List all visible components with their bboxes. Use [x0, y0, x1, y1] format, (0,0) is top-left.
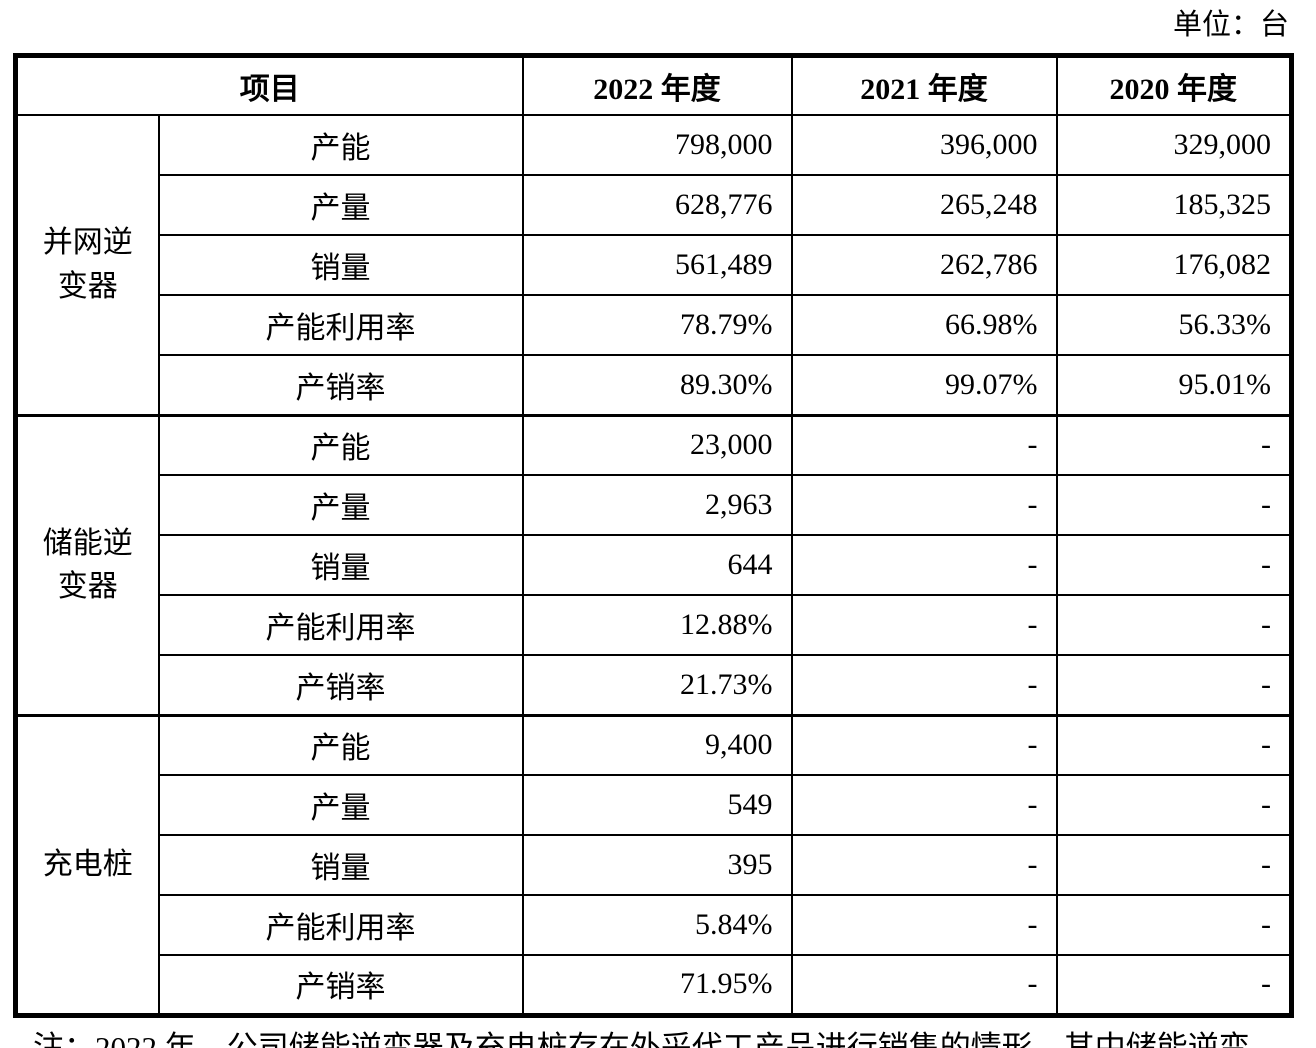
value-cell: -	[1055, 654, 1293, 717]
table-row: 产能利用率 12.88% - -	[16, 594, 1293, 657]
value-cell: -	[1055, 834, 1293, 897]
value-cell: -	[790, 413, 1058, 477]
table-row: 产销率 21.73% - -	[16, 654, 1293, 717]
table-body: 并网逆变器 产能 798,000 396,000 329,000 产量 628,776 265…	[14, 114, 1293, 1017]
header-year-2022: 2022 年度	[521, 54, 793, 117]
table-row: 产量 628,776 265,248 185,325	[16, 174, 1293, 237]
value-cell: -	[790, 834, 1058, 897]
table-header: 项目 2022 年度 2021 年度 2020 年度	[14, 54, 1293, 117]
value-cell: 628,776	[521, 174, 793, 237]
group-label-cell: 并网逆变器	[14, 114, 160, 417]
item-label-cell: 产能	[157, 713, 524, 777]
value-cell: 89.30%	[521, 354, 793, 417]
group-name: 储能逆变器	[42, 526, 133, 604]
value-cell: 185,325	[1055, 174, 1293, 237]
table-row: 销量 395- -	[16, 834, 1293, 897]
value-cell: -	[1055, 534, 1293, 597]
value-cell: -	[790, 474, 1058, 537]
item-label-cell: 产销率	[157, 954, 524, 1017]
value-cell: -	[790, 713, 1058, 777]
value-cell: -	[1055, 954, 1293, 1017]
unit-label: 单位：台	[1172, 9, 1289, 41]
value-cell: 5.84%	[521, 894, 793, 957]
item-label-cell: 产能	[157, 413, 524, 477]
value-cell: 78.79%	[521, 294, 793, 357]
value-cell: 329,000	[1055, 114, 1293, 177]
table-row: 产销率 71.95% - -	[16, 954, 1293, 1017]
value-cell: -	[1055, 774, 1293, 837]
value-cell: 176,082	[1055, 234, 1293, 297]
header-year-2020: 2020 年度	[1055, 54, 1293, 117]
value-cell: 9,400	[521, 713, 793, 777]
group-label-cell: 储能逆变器	[14, 413, 160, 717]
header-item-column: 项目	[14, 54, 524, 117]
value-cell: 95.01%	[1055, 354, 1293, 417]
value-cell: 644	[521, 534, 793, 597]
value-cell: 21.73%	[521, 654, 793, 717]
value-cell: 12.88%	[521, 594, 793, 657]
value-cell: -	[790, 894, 1058, 957]
value-cell: -	[790, 594, 1058, 657]
value-cell: -	[1055, 413, 1293, 477]
item-label-cell: 产能利用率	[157, 594, 524, 657]
value-cell: 549	[521, 774, 793, 837]
value-cell: -	[790, 654, 1058, 717]
value-cell: 2,963	[521, 474, 793, 537]
table-row: 产能利用率 5.84% - -	[16, 894, 1293, 957]
item-label-cell: 销量	[157, 534, 524, 597]
item-label-cell: 产销率	[157, 654, 524, 717]
value-cell: 262,786	[790, 234, 1058, 297]
header-year-2021: 2021 年度	[790, 54, 1058, 117]
header-row: 项目 2022 年度 2021 年度 2020 年度	[14, 54, 1293, 117]
item-label-cell: 产量	[157, 174, 524, 237]
value-cell: -	[1055, 713, 1293, 777]
table-row: 储能逆变器 产能 23,000- -	[14, 413, 1293, 717]
table-row: 产销率 89.30% 99.07% 95.01%	[16, 354, 1293, 417]
table-row: 销量 561,489 262,786 176,082	[16, 234, 1293, 297]
value-cell: -	[790, 534, 1058, 597]
footnote: 注：2022 年，公司储能逆变器及充电桩存在外采代工产品进行销售的情形，其中储能…	[33, 1029, 1250, 1048]
table-row: 产量 549- -	[16, 774, 1293, 837]
item-label-cell: 产能	[157, 114, 524, 177]
table-row: 并网逆变器 产能 798,000 396,000 329,000	[14, 114, 1293, 417]
item-label-cell: 销量	[157, 834, 524, 897]
value-cell: 265,248	[790, 174, 1058, 237]
table-row: 销量 644- -	[16, 534, 1293, 597]
value-cell: 798,000	[521, 114, 793, 177]
value-cell: 66.98%	[790, 294, 1058, 357]
value-cell: 561,489	[521, 234, 793, 297]
production-capacity-table: 项目 2022 年度 2021 年度 2020 年度 并网逆变器 产能 798,00…	[13, 52, 1294, 1018]
value-cell: -	[790, 774, 1058, 837]
group-name: 并网逆变器	[42, 226, 133, 303]
value-cell: 395	[521, 834, 793, 897]
group-label-cell: 充电桩	[14, 713, 160, 1017]
value-cell: 23,000	[521, 413, 793, 477]
value-cell: 99.07%	[790, 354, 1058, 417]
item-label-cell: 产销率	[157, 354, 524, 417]
item-label-cell: 产能利用率	[157, 294, 524, 357]
value-cell: -	[790, 954, 1058, 1017]
value-cell: 56.33%	[1055, 294, 1293, 357]
item-label-cell: 销量	[157, 234, 524, 297]
value-cell: 71.95%	[521, 954, 793, 1017]
value-cell: -	[1055, 474, 1293, 537]
table-row: 充电桩 产能 9,400- -	[14, 713, 1293, 1017]
group-name: 充电桩	[42, 847, 133, 881]
item-label-cell: 产量	[157, 774, 524, 837]
value-cell: -	[1055, 594, 1293, 657]
value-cell: -	[1055, 894, 1293, 957]
item-label-cell: 产量	[157, 474, 524, 537]
table-row: 产量 2,963- -	[16, 474, 1293, 537]
item-label-cell: 产能利用率	[157, 894, 524, 957]
value-cell: 396,000	[790, 114, 1058, 177]
table-row: 产能利用率 78.79% 66.98% 56.33%	[16, 294, 1293, 357]
